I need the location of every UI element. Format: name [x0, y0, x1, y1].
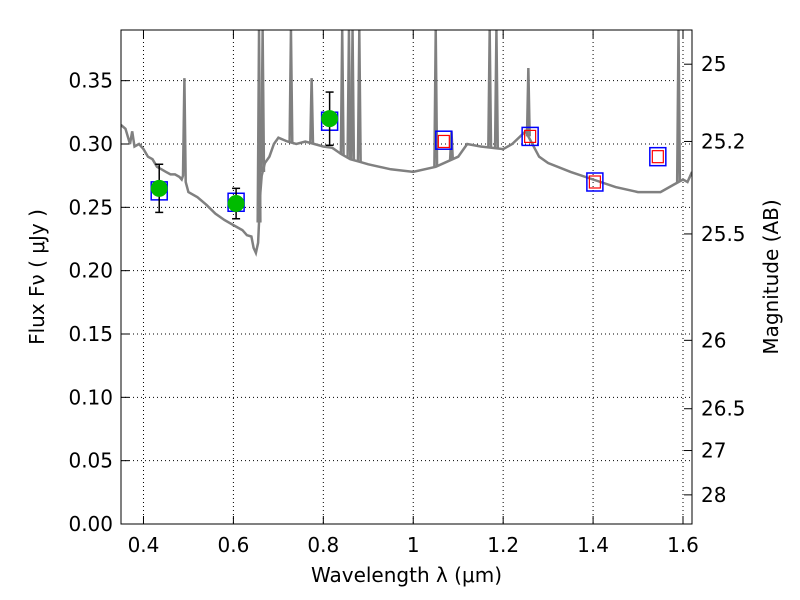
x-tick-label: 0.6 — [217, 533, 249, 557]
x-tick-label: 0.8 — [307, 533, 339, 557]
sed-emission-lines — [256, 30, 682, 223]
upper-limit-square — [437, 134, 450, 149]
emission-line-spike — [309, 78, 315, 144]
model-photometry-square — [649, 146, 667, 167]
y2-tick-label: 27 — [701, 439, 726, 463]
emission-line-spike — [433, 30, 439, 167]
y-tick-label: 0.20 — [68, 259, 113, 283]
x-tick-labels: 0.4 0.6 0.8 1 1.2 1.4 1.6 — [128, 533, 699, 557]
y-tick-label: 0.10 — [68, 385, 113, 409]
grid — [121, 30, 692, 525]
y2-tick-labels: 25 25.2 25.5 26 26.5 27 28 — [701, 52, 746, 507]
model-photometry-square — [435, 130, 453, 150]
y-tick-label: 0.25 — [68, 195, 113, 219]
emission-line-spike — [346, 30, 352, 159]
x-tick-label: 1.4 — [577, 533, 609, 557]
y-tick-label: 0.15 — [68, 322, 113, 346]
x-axis-label: Wavelength λ (μm) — [311, 563, 502, 587]
emission-line-spike — [487, 30, 493, 148]
y-tick-label: 0.35 — [68, 69, 113, 93]
upper-limit-square — [588, 175, 601, 189]
axis-ticks — [121, 30, 692, 525]
y2-axis-label: Magnitude (AB) — [759, 199, 783, 354]
emission-line-spike — [256, 30, 262, 223]
observed-photometry-point — [321, 110, 339, 128]
y-tick-labels: 0.00 0.05 0.10 0.15 0.20 0.25 0.30 0.35 — [68, 69, 113, 536]
x-tick-label: 1 — [407, 533, 420, 557]
emission-line-spike — [356, 30, 362, 162]
y2-tick-label: 25.2 — [701, 129, 746, 153]
upper-limit-square — [524, 129, 537, 143]
emission-line-spike — [349, 30, 356, 160]
emission-line-spike — [288, 30, 294, 143]
observed-photometry-point — [150, 179, 168, 197]
emission-line-spike — [339, 30, 345, 155]
x-tick-label: 1.6 — [667, 533, 699, 557]
emission-line-spike — [675, 30, 682, 183]
upper-limit-square — [651, 150, 664, 164]
x-tick-label: 0.4 — [128, 533, 160, 557]
y2-tick-label: 25 — [701, 52, 726, 76]
y-axis-label: Flux Fν ( μJy ) — [25, 209, 49, 345]
x-tick-label: 1.2 — [487, 533, 519, 557]
y-tick-label: 0.05 — [68, 449, 113, 473]
y2-tick-label: 25.5 — [701, 222, 746, 246]
plot-frame — [120, 29, 693, 525]
y2-tick-label: 26 — [701, 328, 726, 352]
observed-photometry-point — [227, 195, 245, 213]
photometry-markers — [150, 91, 667, 220]
sed-template-line — [121, 78, 692, 257]
y-tick-label: 0.30 — [68, 132, 113, 156]
y2-tick-label: 26.5 — [701, 397, 746, 421]
emission-line-spike — [493, 30, 500, 149]
emission-line-spike — [525, 67, 531, 137]
y2-tick-label: 28 — [701, 483, 726, 507]
y-tick-label: 0.00 — [68, 512, 113, 536]
model-photometry-square — [521, 126, 539, 147]
emission-line-spike — [260, 30, 266, 173]
model-photometry-square — [586, 172, 604, 192]
